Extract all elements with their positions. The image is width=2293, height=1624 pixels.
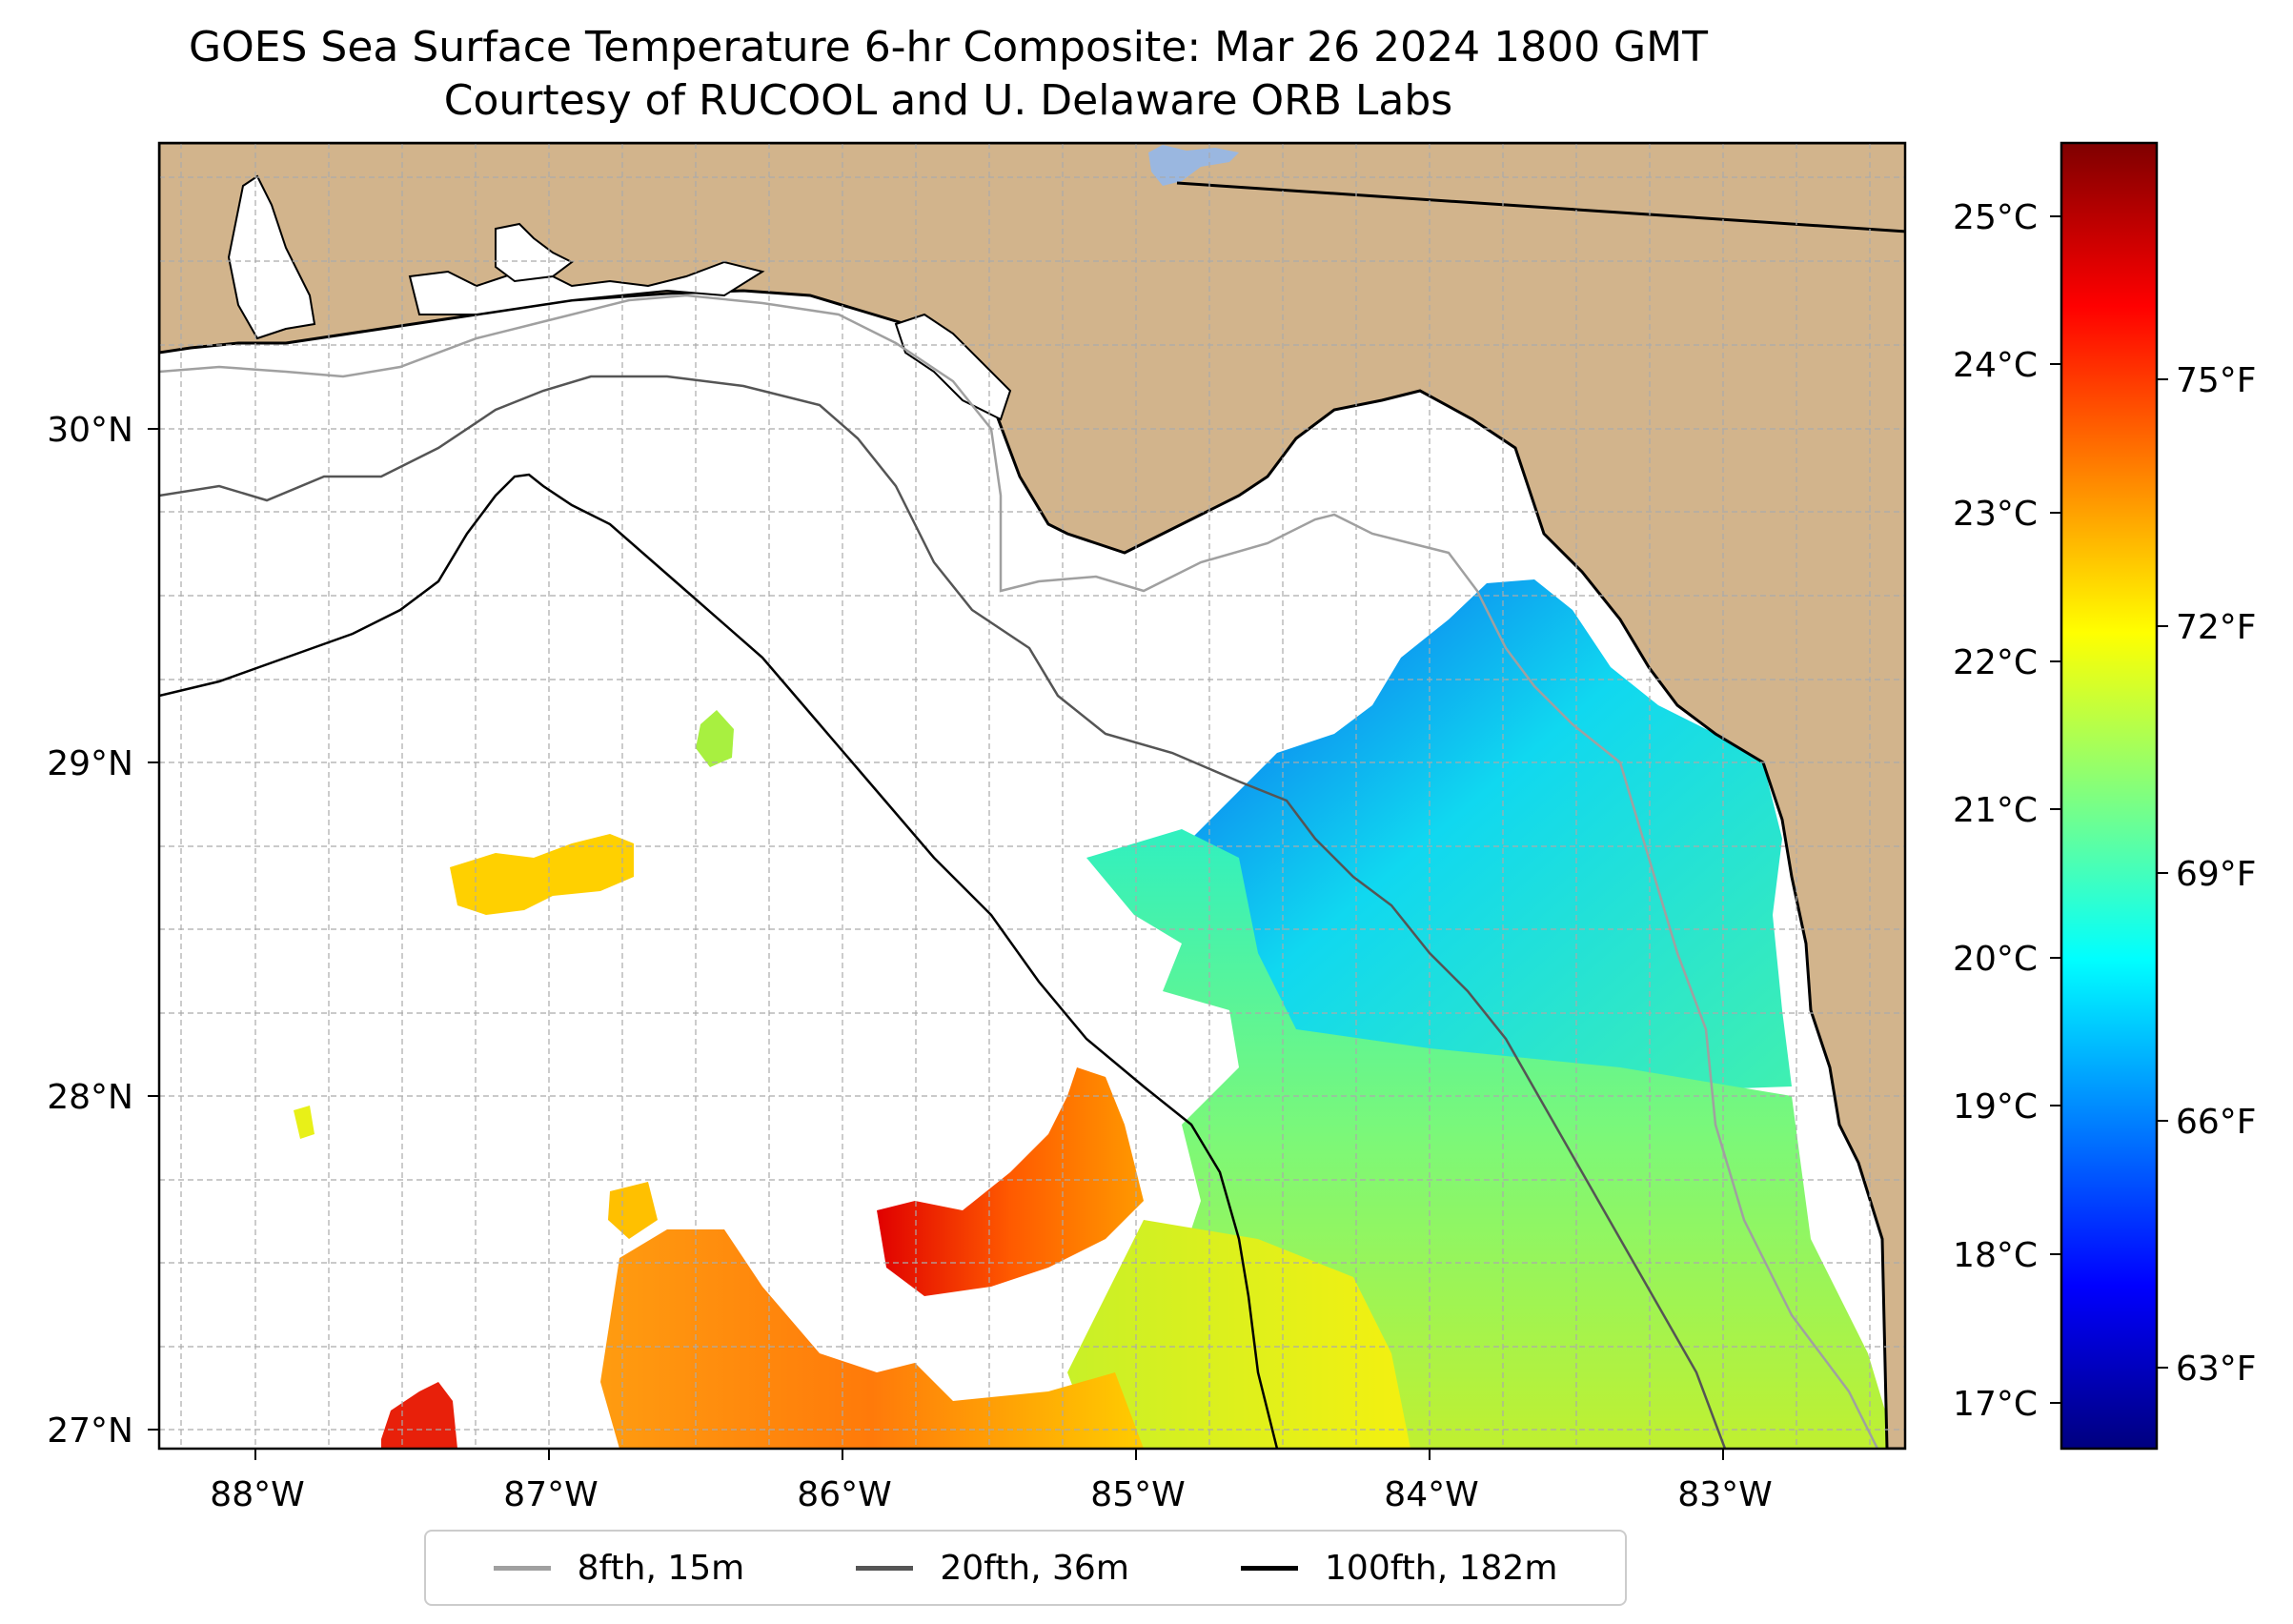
map-border — [157, 141, 1907, 1451]
sst-patch-orange-south — [600, 1229, 1144, 1449]
celsius-tick-labels: 17°C 18°C 19°C 20°C 21°C 22°C 23°C 24°C … — [1953, 198, 2038, 1424]
legend-swatch-8fth — [493, 1565, 551, 1571]
legend-item-20fth: 20fth, 36m — [856, 1549, 1129, 1588]
x-tick-label: 85°W — [1090, 1475, 1185, 1514]
fahrenheit-tick-label: 72°F — [2176, 608, 2257, 647]
x-tick-label: 88°W — [210, 1475, 304, 1514]
y-tick-label: 30°N — [47, 411, 133, 450]
celsius-tick-label: 25°C — [1953, 198, 2038, 237]
fahrenheit-tick-label: 66°F — [2176, 1103, 2257, 1142]
celsius-tick-label: 18°C — [1953, 1236, 2038, 1275]
sst-patch-green-small — [696, 710, 734, 767]
title-line-1: GOES Sea Surface Temperature 6-hr Compos… — [188, 23, 1708, 71]
x-tick-labels: 88°W 87°W 86°W 85°W 84°W 83°W — [210, 1475, 1772, 1514]
celsius-tick-label: 17°C — [1953, 1385, 2038, 1424]
lake — [1148, 145, 1239, 186]
sst-patch-orange-small — [608, 1182, 658, 1239]
legend-swatch-20fth — [856, 1565, 914, 1571]
celsius-tick-label: 19°C — [1953, 1087, 2038, 1127]
isobath-20fth — [159, 375, 1727, 1449]
land-mass — [159, 143, 1905, 1449]
sst-patch-cold-east — [1191, 579, 1792, 1096]
fahrenheit-tick-label: 69°F — [2176, 855, 2257, 894]
celsius-tick-label: 21°C — [1953, 791, 2038, 830]
fahrenheit-tick-label: 75°F — [2176, 361, 2257, 400]
gridlines — [159, 143, 1905, 1449]
y-axis — [148, 428, 159, 1431]
apalachicola-bay — [894, 313, 1012, 421]
y-tick-label: 28°N — [47, 1078, 133, 1117]
legend-label-20fth: 20fth, 36m — [940, 1548, 1129, 1588]
sst-patch-red-center — [877, 1067, 1144, 1296]
sst-field — [294, 579, 1897, 1449]
choctawhatchee-bay — [495, 222, 574, 283]
legend-item-100fth: 100fth, 182m — [1241, 1549, 1557, 1588]
x-tick-label: 87°W — [503, 1475, 598, 1514]
x-tick-label: 83°W — [1677, 1475, 1772, 1514]
celsius-tick-label: 23°C — [1953, 495, 2038, 534]
x-axis — [254, 1449, 1724, 1460]
isobath-100fth — [159, 473, 1279, 1449]
y-tick-label: 29°N — [47, 744, 133, 783]
sst-patch-yellow-north — [450, 834, 634, 915]
legend-swatch-100fth — [1241, 1565, 1299, 1571]
celsius-tick-label: 20°C — [1953, 940, 2038, 979]
y-tick-labels: 27°N 28°N 29°N 30°N — [47, 411, 133, 1451]
title-line-2: Courtesy of RUCOOL and U. Delaware ORB L… — [443, 76, 1453, 125]
y-tick-label: 27°N — [47, 1411, 133, 1451]
fahrenheit-tick-labels: 63°F 66°F 69°F 72°F 75°F — [2176, 361, 2257, 1389]
sst-patch-warm-south — [1067, 1220, 1410, 1449]
sst-patch-yellow-tiny — [294, 1106, 315, 1139]
legend-label-8fth: 8fth, 15m — [577, 1548, 745, 1588]
isobath-legend: 8fth, 15m 20fth, 36m 100fth, 182m — [424, 1530, 1627, 1606]
fahrenheit-tick-label: 63°F — [2176, 1350, 2257, 1389]
isobath-8fth — [159, 294, 1879, 1449]
x-tick-label: 86°W — [797, 1475, 891, 1514]
sst-patch-red-sw — [381, 1382, 457, 1449]
celsius-ticks — [2050, 215, 2061, 1404]
celsius-tick-label: 24°C — [1953, 346, 2038, 385]
state-boundary — [1176, 181, 1905, 233]
celsius-tick-label: 22°C — [1953, 643, 2038, 682]
colorbar — [2060, 141, 2159, 1451]
fahrenheit-ticks — [2157, 378, 2168, 1369]
legend-label-100fth: 100fth, 182m — [1325, 1548, 1558, 1588]
mobile-bay — [227, 174, 316, 340]
legend-item-8fth: 8fth, 15m — [493, 1548, 745, 1588]
x-tick-label: 84°W — [1384, 1475, 1478, 1514]
map-title: GOES Sea Surface Temperature 6-hr Compos… — [0, 21, 1897, 128]
pensacola-bay — [408, 260, 765, 315]
